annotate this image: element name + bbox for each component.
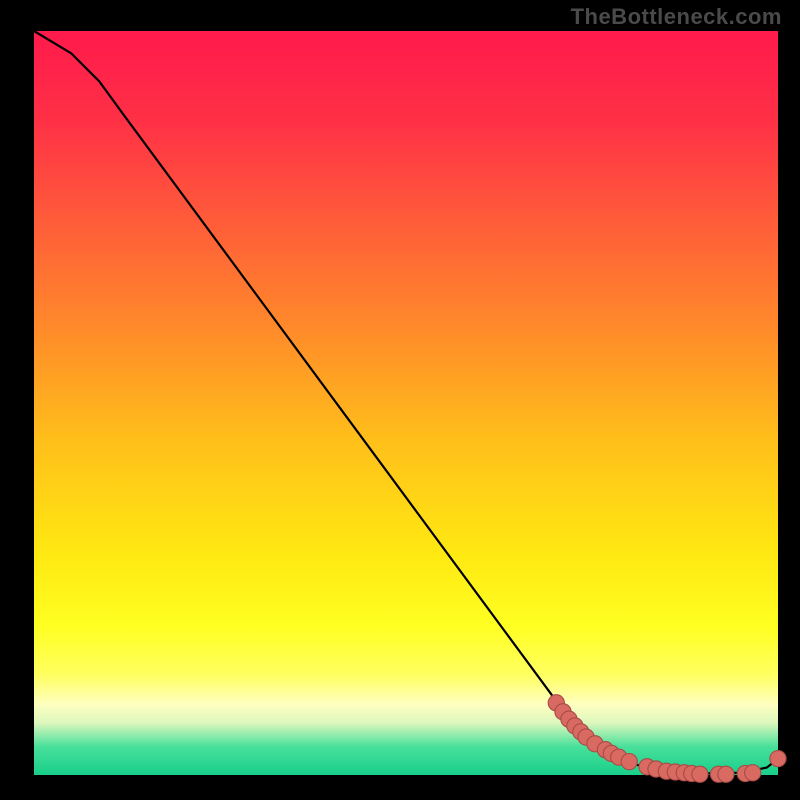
data-marker (745, 765, 761, 781)
data-marker (692, 766, 708, 782)
attribution-watermark: TheBottleneck.com (571, 4, 782, 30)
data-marker (621, 754, 637, 770)
bottleneck-curve-chart (0, 0, 800, 800)
plot-background (34, 31, 778, 775)
data-marker (770, 751, 786, 767)
chart-container: TheBottleneck.com (0, 0, 800, 800)
data-marker (718, 766, 734, 782)
